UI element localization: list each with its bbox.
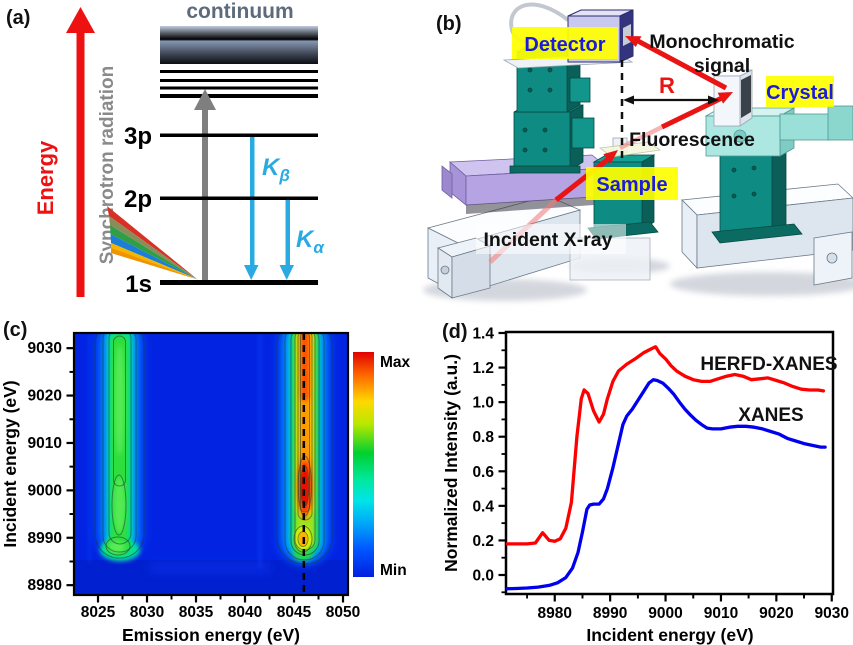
kalpha-label: Kα <box>296 226 325 257</box>
panel-a-energy-diagram: (a) Energy Synchrotron radiation continu… <box>6 0 325 298</box>
d-xaxis-label: Incident energy (eV) <box>586 625 753 645</box>
svg-text:9010: 9010 <box>704 605 738 622</box>
energy-axis-arrow <box>66 7 95 297</box>
svg-text:Crystal: Crystal <box>766 82 834 104</box>
plot-frame-c <box>72 331 350 597</box>
kbeta-label: Kβ <box>262 154 290 185</box>
svg-text:1.2: 1.2 <box>472 360 494 377</box>
continuum-band <box>160 26 318 64</box>
monochromatic-label-line2: signal <box>694 55 750 77</box>
level-1s-label: 1s <box>125 271 152 298</box>
d-yaxis-label: Normalized Intensity (a.u.) <box>441 354 461 572</box>
panel-b-tag: (b) <box>436 13 462 35</box>
svg-text:8050: 8050 <box>326 604 360 621</box>
herfd-xanes-curve-label: HERFD-XANES <box>700 354 837 375</box>
panel-d-tag: (d) <box>442 321 468 343</box>
panel-c-rxes-map: (c) <box>0 319 411 645</box>
excitation-arrow <box>194 89 216 281</box>
svg-text:8035: 8035 <box>179 604 214 621</box>
svg-text:Detector: Detector <box>524 34 605 56</box>
svg-text:0.6: 0.6 <box>472 464 494 481</box>
radius-arrow <box>623 95 719 105</box>
svg-text:9030: 9030 <box>815 605 849 622</box>
axis-ticks-d <box>498 331 833 602</box>
svg-text:0.0: 0.0 <box>472 568 494 585</box>
svg-text:9020: 9020 <box>759 605 793 622</box>
xanes-curve-label: XANES <box>738 405 803 426</box>
continuum-lines <box>160 70 318 98</box>
radius-label: R <box>659 73 675 98</box>
svg-text:1.0: 1.0 <box>472 395 494 412</box>
continuum-label: continuum <box>186 0 293 23</box>
svg-text:1.4: 1.4 <box>472 326 494 343</box>
svg-text:Sample: Sample <box>596 174 667 196</box>
svg-text:0.8: 0.8 <box>472 429 494 446</box>
svg-text:9020: 9020 <box>28 388 62 405</box>
level-3p-label: 3p <box>124 123 152 150</box>
axis-tick-labels-d: 8980 8990 9000 9010 9020 9030 0.0 0.2 0.4 0.6 0.8 1… <box>472 326 849 622</box>
spectra-curves <box>506 345 827 591</box>
axis-ticks-c <box>66 347 345 603</box>
svg-text:0.2: 0.2 <box>472 533 494 550</box>
svg-text:9010: 9010 <box>28 435 62 452</box>
crystal-tower-graphic <box>681 69 853 286</box>
svg-text:8980: 8980 <box>28 577 62 594</box>
sample-label: Sample <box>586 167 678 200</box>
colorbar <box>353 352 374 577</box>
svg-text:9000: 9000 <box>648 605 682 622</box>
plot-frame-d <box>504 330 835 596</box>
contour-lines <box>94 333 333 565</box>
kalpha-arrow <box>279 200 294 280</box>
energy-axis-label: Energy <box>33 140 58 215</box>
colorbar-min-label: Min <box>380 562 407 579</box>
energy-levels <box>160 133 318 285</box>
satellite-emission-column <box>95 333 144 561</box>
incident-label-backdrop <box>476 224 626 254</box>
colorbar-max-label: Max <box>380 354 411 371</box>
crystal-label: Crystal <box>766 76 834 107</box>
crystal-graphic <box>713 69 753 127</box>
svg-text:8025: 8025 <box>81 604 116 621</box>
monochromatic-label-line1: Monochromatic <box>649 31 794 53</box>
svg-text:8045: 8045 <box>277 604 312 621</box>
c-xaxis-label: Emission energy (eV) <box>122 625 300 645</box>
svg-text:0.4: 0.4 <box>472 498 494 515</box>
svg-text:8990: 8990 <box>28 530 62 547</box>
kbeta-arrow <box>244 137 259 280</box>
incident-xray-label: Incident X-ray <box>484 229 613 251</box>
detector-label: Detector <box>512 27 618 59</box>
svg-text:9000: 9000 <box>28 482 62 499</box>
synchrotron-beam-graphic <box>107 206 199 280</box>
heatmap-field <box>74 333 348 595</box>
panel-a-tag: (a) <box>6 7 30 29</box>
fluorescence-label: Fluorescence <box>629 129 755 151</box>
svg-text:9030: 9030 <box>28 340 62 357</box>
panel-c-tag: (c) <box>3 319 27 341</box>
svg-text:8030: 8030 <box>130 604 164 621</box>
svg-text:8980: 8980 <box>538 605 572 622</box>
axis-tick-labels-c: 8025 8030 8035 8040 8045 8050 8980 8990 9000 9010… <box>28 340 361 621</box>
monochromatic-signal-beam <box>625 36 728 91</box>
svg-text:8990: 8990 <box>593 605 627 622</box>
c-yaxis-label: Incident energy (eV) <box>0 380 20 547</box>
svg-text:8040: 8040 <box>228 604 262 621</box>
panel-d-xanes-plot: (d) 8980 8990 9000 9010 9020 9030 0.0 0.2 0.4 0.6… <box>441 321 849 645</box>
level-2p-label: 2p <box>124 186 152 213</box>
panel-b-spectrometer-schematic: (b) <box>423 2 853 301</box>
